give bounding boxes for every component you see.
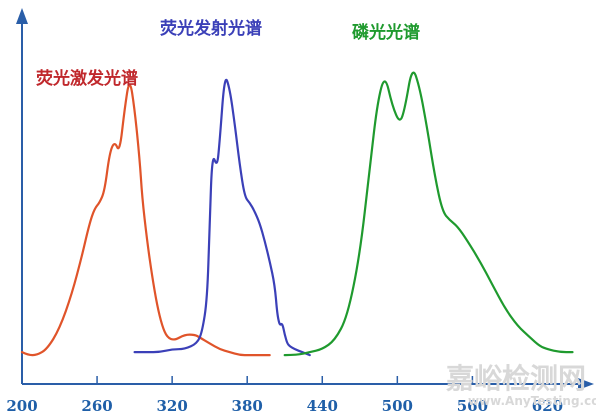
axes [16,8,594,390]
series-line-excitation [20,83,271,357]
y-axis-arrow [16,8,28,24]
x-tick-label: 380 [232,397,263,415]
series-labels: 荧光激发光谱 荧光发射光谱 磷光光谱 [36,18,420,89]
series-label-phosphorescence: 磷光光谱 [352,22,420,43]
series-lines [20,71,574,357]
watermark-en: www.AnyTesting.com [468,394,596,408]
x-tick-label: 200 [6,397,37,415]
series-line-emission [133,78,311,357]
series-line-phosphorescence [283,71,574,357]
series-label-emission: 荧光发射光谱 [160,18,262,39]
x-tick-label: 260 [81,397,112,415]
x-axis-arrow [578,378,594,390]
x-tick-label: 500 [382,397,413,415]
x-tick-label: 620 [532,397,563,415]
watermark: 嘉峪检测网 www.AnyTesting.com [446,362,596,408]
x-ticks: 200 260 320 380 440 500 560 620 [6,376,563,415]
x-tick-label: 560 [457,397,488,415]
watermark-cn: 嘉峪检测网 [446,362,586,395]
x-tick-label: 320 [156,397,187,415]
series-label-excitation: 荧光激发光谱 [36,68,138,89]
x-tick-label: 440 [307,397,338,415]
